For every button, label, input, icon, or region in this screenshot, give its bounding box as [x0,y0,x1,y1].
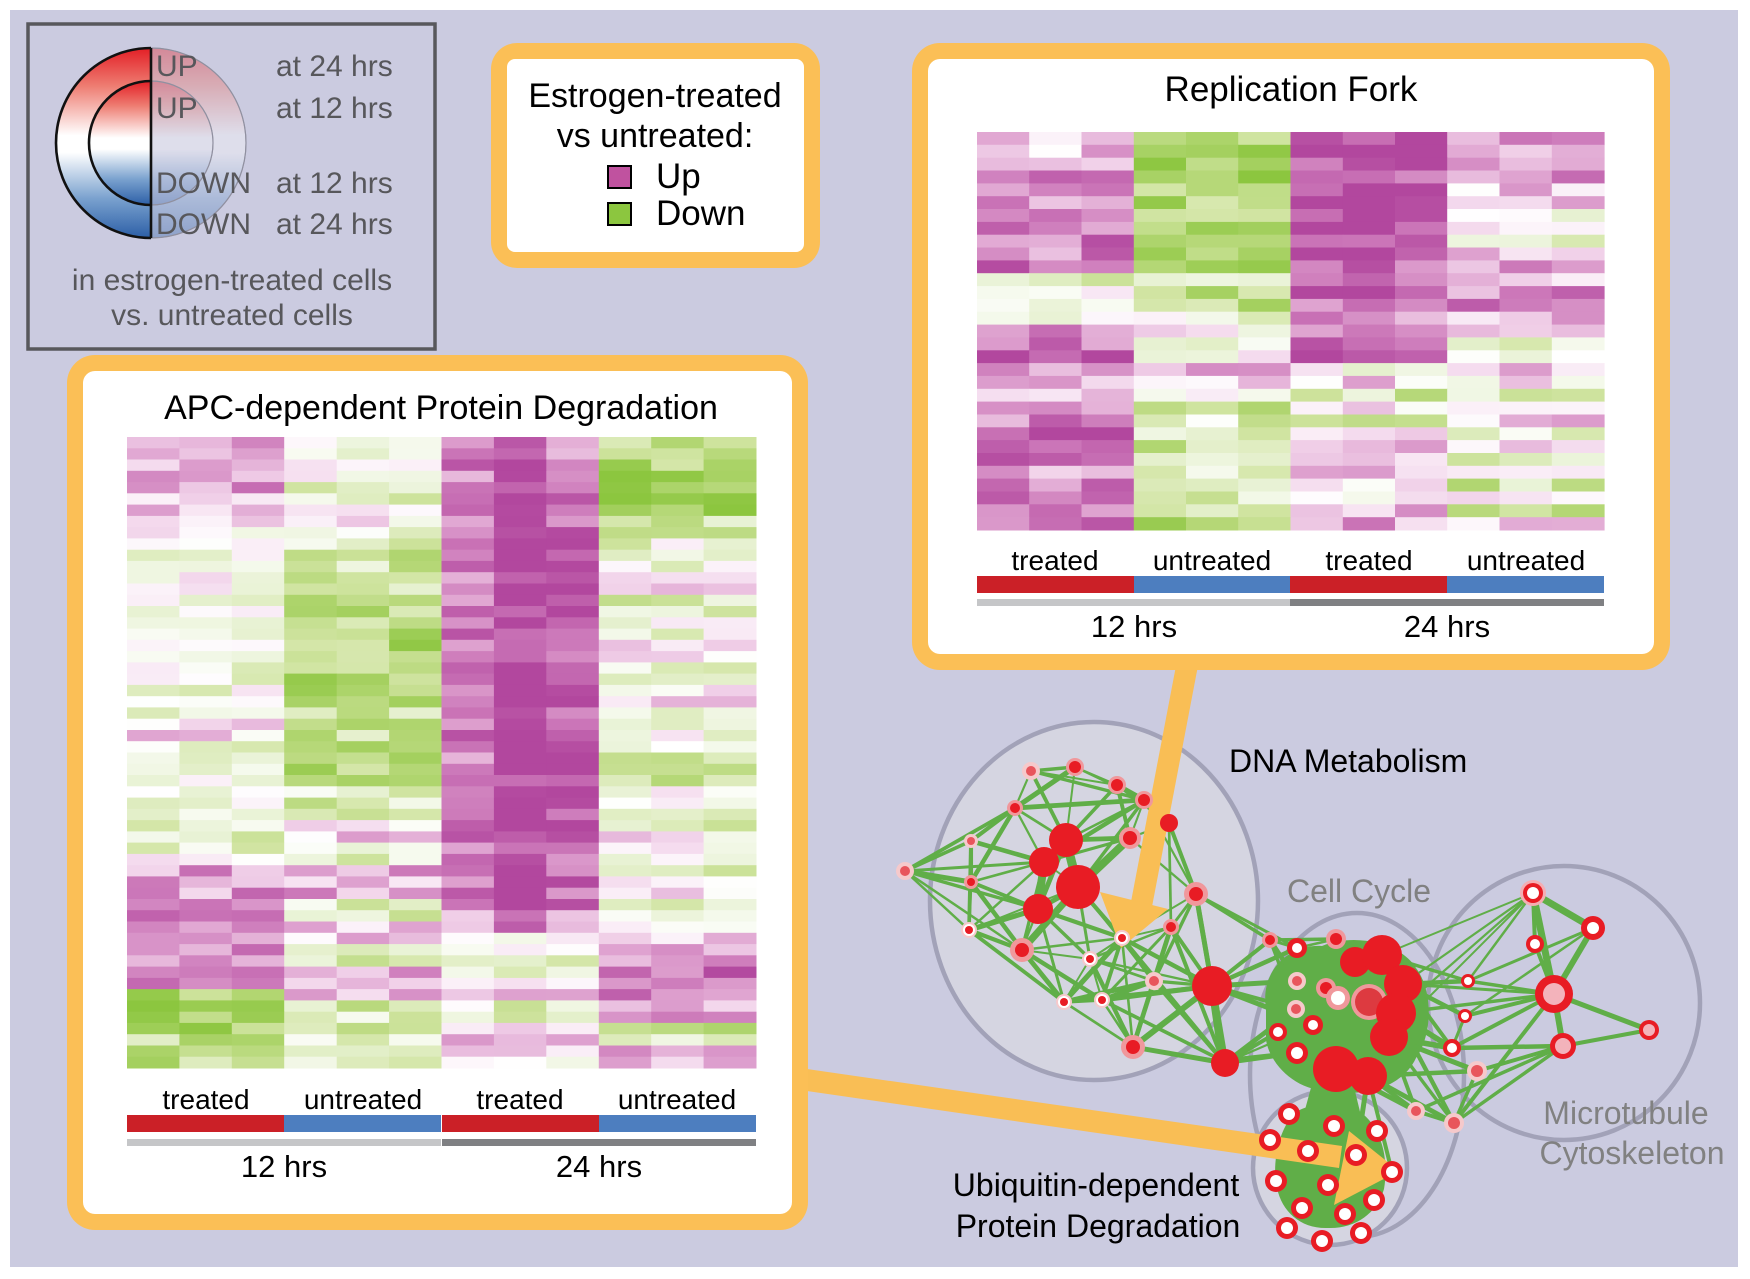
svg-text:treated: treated [476,1084,563,1115]
svg-text:Down: Down [656,194,745,233]
svg-text:APC-dependent Protein Degradat: APC-dependent Protein Degradation [164,389,718,427]
svg-text:Cell Cycle: Cell Cycle [1287,873,1431,909]
svg-text:Estrogen-treated: Estrogen-treated [528,77,781,115]
svg-text:DNA Metabolism: DNA Metabolism [1229,743,1467,779]
svg-text:Up: Up [656,157,701,196]
svg-text:at 12 hrs: at 12 hrs [276,92,393,125]
svg-text:Protein Degradation: Protein Degradation [956,1208,1241,1244]
svg-text:untreated: untreated [304,1084,422,1115]
svg-text:untreated: untreated [618,1084,736,1115]
svg-text:at 12 hrs: at 12 hrs [276,167,393,200]
svg-text:12 hrs: 12 hrs [1091,609,1177,644]
svg-text:Replication Fork: Replication Fork [1165,70,1418,109]
svg-text:24 hrs: 24 hrs [556,1149,642,1184]
svg-text:Cytoskeleton: Cytoskeleton [1540,1135,1725,1171]
svg-text:untreated: untreated [1153,545,1271,576]
svg-text:UP: UP [156,92,198,125]
svg-text:untreated: untreated [1467,545,1585,576]
svg-text:DOWN: DOWN [156,167,251,200]
svg-text:at 24 hrs: at 24 hrs [276,208,393,241]
svg-text:DOWN: DOWN [156,208,251,241]
svg-text:treated: treated [1011,545,1098,576]
svg-text:treated: treated [162,1084,249,1115]
svg-text:in estrogen-treated cells: in estrogen-treated cells [72,264,392,297]
svg-text:treated: treated [1325,545,1412,576]
svg-text:Ubiquitin-dependent: Ubiquitin-dependent [953,1167,1240,1203]
svg-text:at 24 hrs: at 24 hrs [276,50,393,83]
svg-text:24 hrs: 24 hrs [1404,609,1490,644]
svg-text:UP: UP [156,50,198,83]
svg-text:vs untreated:: vs untreated: [557,117,754,155]
svg-text:Microtubule: Microtubule [1543,1095,1708,1131]
svg-text:12 hrs: 12 hrs [241,1149,327,1184]
svg-text:vs. untreated cells: vs. untreated cells [111,299,353,332]
